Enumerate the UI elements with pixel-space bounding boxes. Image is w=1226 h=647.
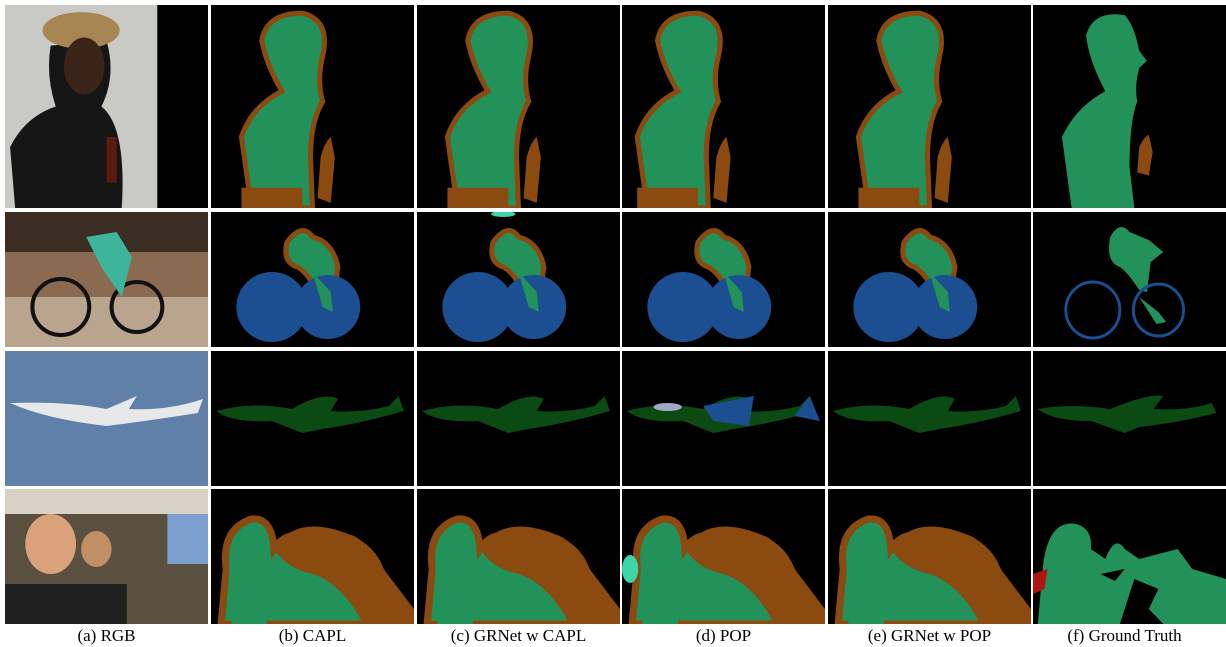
caption: (f) Ground Truth	[1023, 626, 1226, 646]
caption: (b) CAPL	[211, 626, 414, 646]
caption: (e) GRNet w POP	[828, 626, 1031, 646]
segmentation-maps	[211, 5, 1226, 624]
figure: (a) RGB (b) CAPL (c) GRNet w CAPL (d) PO…	[0, 0, 1226, 647]
rgb-photos	[5, 5, 208, 624]
image-grid	[0, 0, 1226, 626]
caption: (d) POP	[622, 626, 825, 646]
caption: (c) GRNet w CAPL	[417, 626, 620, 646]
caption: (a) RGB	[5, 626, 208, 646]
